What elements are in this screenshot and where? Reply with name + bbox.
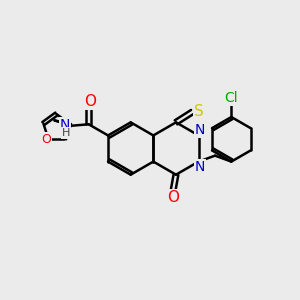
Text: S: S (194, 104, 204, 119)
Text: Cl: Cl (224, 91, 238, 105)
Text: O: O (167, 190, 179, 205)
Text: N: N (195, 123, 205, 137)
Text: H: H (62, 128, 70, 138)
Text: N: N (195, 160, 205, 174)
Text: N: N (60, 118, 70, 132)
Text: O: O (84, 94, 96, 109)
Text: O: O (42, 133, 52, 146)
